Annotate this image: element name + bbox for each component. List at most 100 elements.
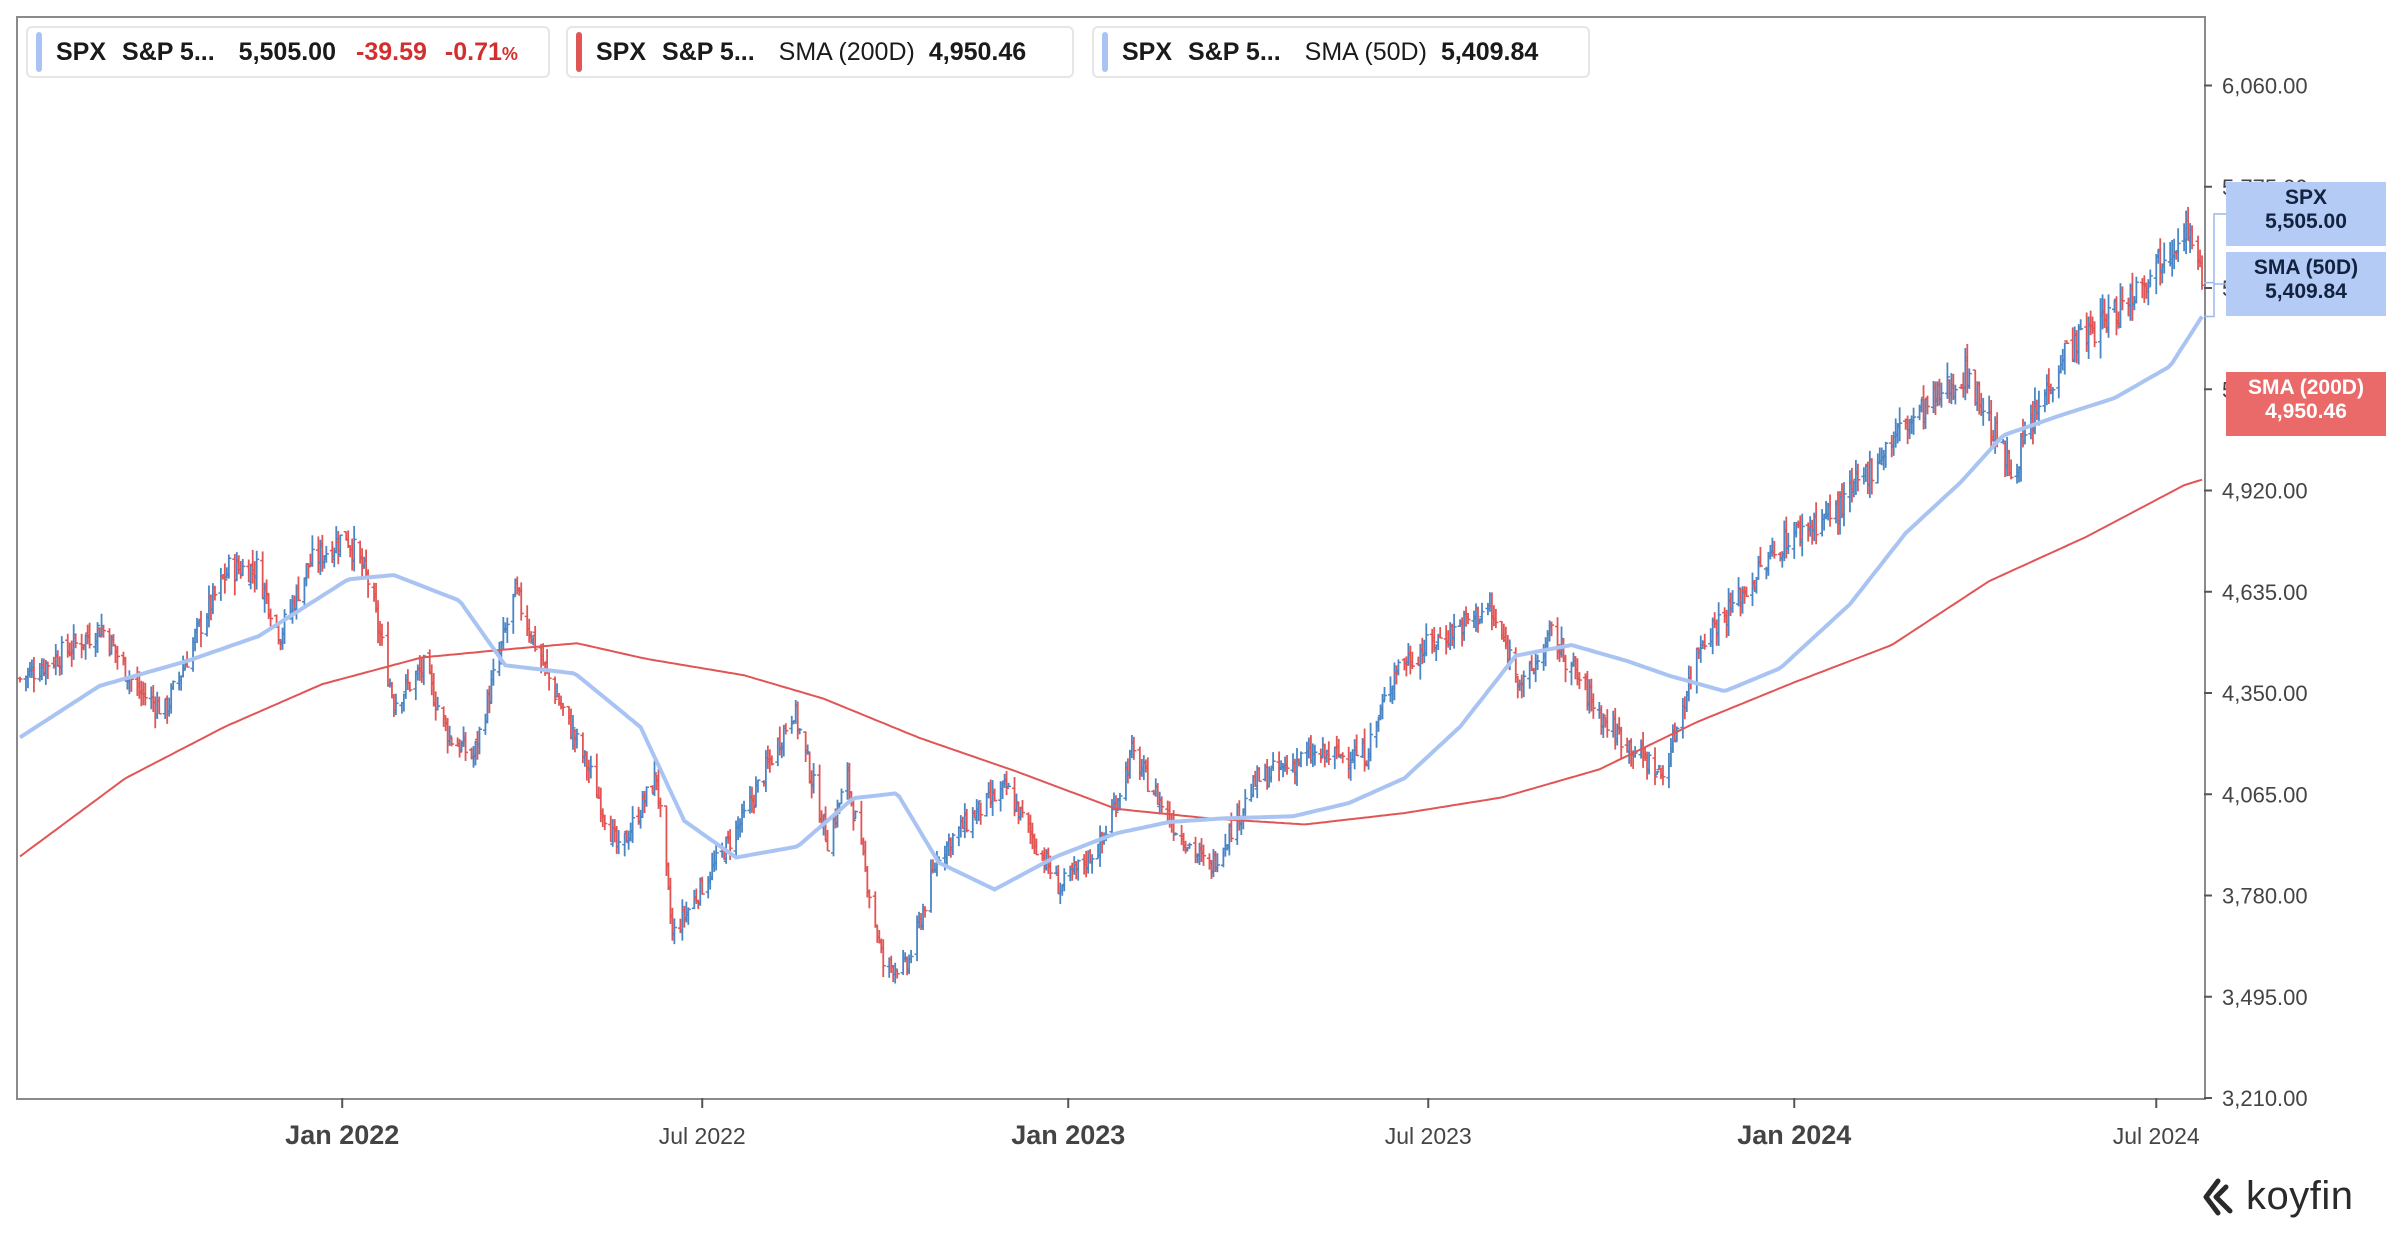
legend-indicator: SMA (50D) xyxy=(1304,37,1427,66)
ohlc-bar xyxy=(1652,747,1658,786)
ohlc-bar xyxy=(1841,482,1847,527)
ohlc-bar xyxy=(114,645,120,670)
koyfin-logo[interactable]: koyfin xyxy=(2200,1174,2354,1219)
ohlc-bar xyxy=(385,621,391,687)
ohlc-bar xyxy=(218,567,224,601)
ohlc-bar xyxy=(449,736,455,747)
ohlc-bar xyxy=(1381,686,1387,702)
badge-label: SMA (200D) xyxy=(2248,376,2364,399)
ohlc-bar xyxy=(2199,255,2205,290)
ohlc-bar xyxy=(490,658,496,686)
legend-symbol: SPX xyxy=(56,37,107,66)
ohlc-bar xyxy=(1799,513,1805,557)
ohlc-bar xyxy=(769,755,775,766)
ohlc-bar xyxy=(2106,294,2112,338)
legend-value: 5,409.84 xyxy=(1440,37,1539,66)
legend-name: S&P 5... xyxy=(662,37,755,66)
ohlc-bar xyxy=(393,693,399,716)
ohlc-bar xyxy=(838,788,844,805)
ohlc-bar xyxy=(1354,734,1360,757)
ohlc-bar xyxy=(1113,795,1119,818)
ohlc-bar xyxy=(2175,228,2181,262)
ohlc-bar xyxy=(435,696,441,711)
ohlc-bar xyxy=(1660,765,1666,786)
ohlc-bar xyxy=(1451,613,1457,649)
ohlc-bar xyxy=(894,969,900,979)
ohlc-bar xyxy=(574,728,580,749)
y-tick-label: 6,060.00 xyxy=(2222,74,2308,99)
ohlc-bar xyxy=(713,844,719,871)
ohlc-bar xyxy=(441,706,447,727)
ohlc-bar xyxy=(950,832,956,856)
ohlc-bar xyxy=(295,576,301,602)
ohlc-bar xyxy=(652,760,658,797)
legend-swatch-sma200 xyxy=(576,32,582,72)
ohlc-bar xyxy=(87,622,93,649)
ohlc-bar xyxy=(1033,838,1039,856)
x-tick-label: Jan 2023 xyxy=(1011,1120,1125,1150)
ohlc-bar xyxy=(1380,694,1386,720)
ohlc-bar xyxy=(222,563,228,594)
ohlc-bar xyxy=(510,593,516,634)
y-tick-label: 4,065.00 xyxy=(2222,782,2308,807)
ohlc-bar xyxy=(892,962,898,984)
ohlc-bar xyxy=(1966,368,1972,389)
ohlc-bar xyxy=(741,800,747,818)
ohlc-bar xyxy=(476,726,482,755)
ohlc-bar xyxy=(45,662,51,680)
legend-name: S&P 5... xyxy=(1188,37,1281,66)
price-badge-spx: SPX 5,505.00 xyxy=(2226,182,2386,246)
ohlc-bar xyxy=(1493,608,1499,629)
ohlc-bar xyxy=(630,806,636,843)
x-tick-label: Jul 2024 xyxy=(2113,1123,2200,1149)
ohlc-bar xyxy=(1654,771,1660,776)
ohlc-bar xyxy=(783,723,789,735)
ohlc-bar xyxy=(1479,602,1485,624)
chart-frame xyxy=(16,16,2206,1100)
ohlc-bar xyxy=(1256,767,1262,782)
ohlc-bar xyxy=(1173,832,1179,836)
ohlc-bar xyxy=(1744,586,1750,597)
ohlc-bar xyxy=(1089,854,1095,874)
ohlc-bar xyxy=(1535,654,1541,671)
ohlc-bar xyxy=(1618,726,1624,759)
badge-value: 5,409.84 xyxy=(2265,280,2347,303)
ohlc-bar xyxy=(447,725,453,746)
legend-symbol: SPX xyxy=(1122,37,1173,66)
legend-spx-price[interactable]: SPX S&P 5... 5,505.00 -39.59 -0.71% xyxy=(26,26,550,78)
badge-value: 4,950.46 xyxy=(2265,400,2347,423)
ohlc-bar xyxy=(685,907,691,925)
ohlc-bar xyxy=(811,763,817,794)
ohlc-bar xyxy=(1952,384,1958,405)
sma-lines xyxy=(18,315,2204,892)
badge-value: 5,505.00 xyxy=(2265,210,2347,233)
ohlc-bar xyxy=(142,682,148,706)
ohlc-bar xyxy=(570,714,576,750)
ohlc-bar xyxy=(59,636,65,675)
ohlc-bar xyxy=(1646,751,1652,775)
ohlc-bar xyxy=(309,535,315,567)
ohlc-bar xyxy=(254,550,260,590)
ohlc-bar xyxy=(908,949,914,964)
y-tick-label: 3,495.00 xyxy=(2222,985,2308,1010)
ohlc-bar xyxy=(73,633,79,649)
y-tick-label: 4,920.00 xyxy=(2222,479,2308,504)
ohlc-bar xyxy=(240,558,246,576)
ohlc-bar xyxy=(282,609,288,644)
ohlc-bar xyxy=(866,889,872,909)
ohlc-bar xyxy=(226,554,232,579)
ohlc-bar xyxy=(602,814,608,831)
ohlc-bar xyxy=(323,545,329,563)
ohlc-bar xyxy=(1131,736,1137,760)
ohlc-bar xyxy=(1980,397,1986,426)
ohlc-bar xyxy=(699,876,705,895)
sma200-line xyxy=(19,478,2203,858)
legend-sma50[interactable]: SPX S&P 5... SMA (50D) 5,409.84 xyxy=(1092,26,1590,78)
ohlc-bar xyxy=(1521,670,1527,698)
ohlc-bar xyxy=(1730,590,1736,613)
legend-sma200[interactable]: SPX S&P 5... SMA (200D) 4,950.46 xyxy=(566,26,1074,78)
ohlc-bar xyxy=(2119,286,2125,311)
legend-swatch-sma50 xyxy=(1102,32,1108,72)
ohlc-bar xyxy=(1883,441,1889,468)
